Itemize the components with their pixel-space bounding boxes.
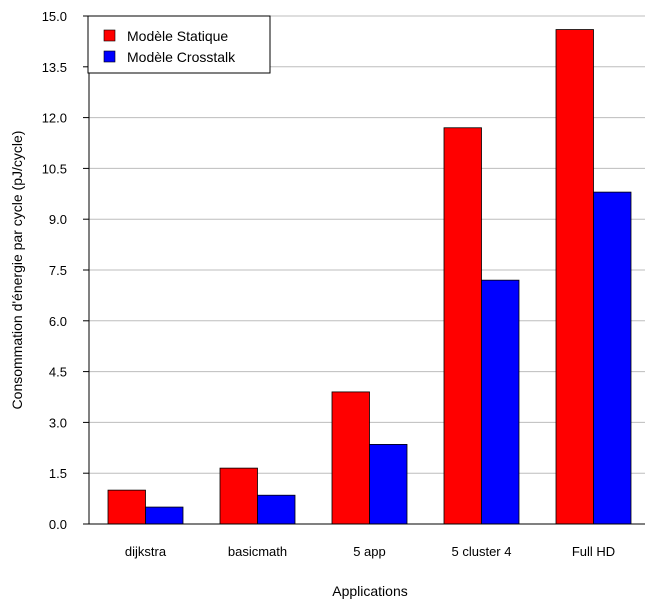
x-tick-label: 5 app (353, 544, 386, 559)
legend-label-crosstalk: Modèle Crosstalk (127, 49, 236, 65)
y-axis-label: Consommation d'énergie par cycle (pJ/cyc… (9, 131, 25, 410)
bar-5-app-statique (331, 391, 370, 525)
bars (107, 29, 632, 525)
bar-full-hd-crosstalk (593, 191, 632, 525)
y-tick-label: 4.5 (49, 365, 67, 380)
bar-full-hd-statique (555, 29, 594, 525)
y-tick-label: 13.5 (42, 60, 67, 75)
y-tick-label: 15.0 (42, 9, 67, 24)
x-tick-label: Full HD (572, 544, 615, 559)
bar-basicmath-crosstalk (257, 494, 296, 525)
bar-5-app-crosstalk (369, 444, 408, 525)
y-tick-label: 9.0 (49, 212, 67, 227)
y-tick-label: 3.0 (49, 415, 67, 430)
bar-basicmath-statique (219, 467, 258, 525)
y-tick-label: 1.5 (49, 466, 67, 481)
y-tick-label: 12.0 (42, 111, 67, 126)
legend-label-statique: Modèle Statique (127, 28, 228, 44)
legend-swatch-statique (103, 29, 116, 42)
bar-5-cluster-4-crosstalk (481, 279, 520, 525)
gridlines (89, 15, 645, 474)
legend: Modèle Statique Modèle Crosstalk (87, 15, 271, 74)
x-tick-label: 5 cluster 4 (452, 544, 512, 559)
legend-box (87, 15, 271, 74)
x-axis-label: Applications (332, 583, 408, 599)
y-tick-label: 7.5 (49, 263, 67, 278)
bar-5-cluster-4-statique (443, 127, 482, 525)
x-tick-labels: dijkstra basicmath 5 app 5 cluster 4 Full HD (125, 544, 615, 559)
x-tick-label: dijkstra (125, 544, 167, 559)
bar-dijkstra-crosstalk (145, 506, 184, 525)
legend-swatch-crosstalk (103, 50, 116, 63)
y-tick-labels: 0.0 1.5 3.0 4.5 6.0 7.5 9.0 10.5 12.0 13.5 15.0 (42, 9, 89, 532)
y-tick-label: 0.0 (49, 517, 67, 532)
bar-dijkstra-statique (107, 489, 146, 525)
x-tick-label: basicmath (228, 544, 287, 559)
y-tick-label: 6.0 (49, 314, 67, 329)
y-tick-label: 10.5 (42, 161, 67, 176)
